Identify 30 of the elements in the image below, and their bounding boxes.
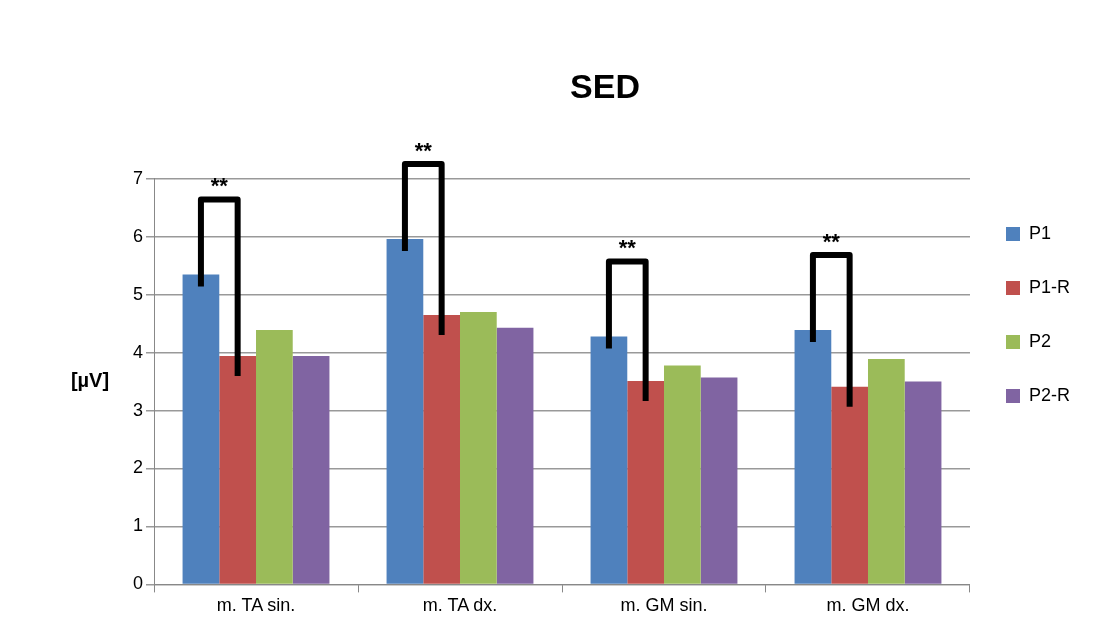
bar [460,312,497,584]
x-tick-label: m. GM dx. [826,595,910,616]
y-tick-label: 3 [133,399,144,420]
annotation: ** [822,229,841,255]
bar [292,356,330,584]
bar [867,359,905,584]
chart-title: SED [570,66,640,105]
annotation: ** [618,235,637,261]
legend-label: P2-R [1028,384,1071,405]
bar [664,365,701,584]
y-tick-label: 5 [133,283,144,304]
legend-label: P2 [1028,330,1052,351]
y-axis-title: [µV] [70,369,110,392]
annotation: ** [210,173,229,199]
y-tick-label: 7 [133,167,144,188]
y-tick-label: 4 [133,341,144,362]
x-tick-label: m. TA sin. [216,595,296,616]
bar [496,327,534,584]
y-tick-label: 0 [133,573,144,594]
bar [700,377,738,584]
bar [256,330,293,584]
bar [904,381,942,584]
legend-label: P1-R [1028,276,1071,297]
legend-label: P1 [1028,222,1052,243]
x-tick-label: m. GM sin. [620,595,708,616]
text: ** [414,138,433,164]
y-tick-label: 6 [133,225,144,246]
x-tick-label: m. TA dx. [422,595,498,616]
y-tick-label: 2 [133,457,144,478]
y-tick-label: 1 [133,515,144,536]
